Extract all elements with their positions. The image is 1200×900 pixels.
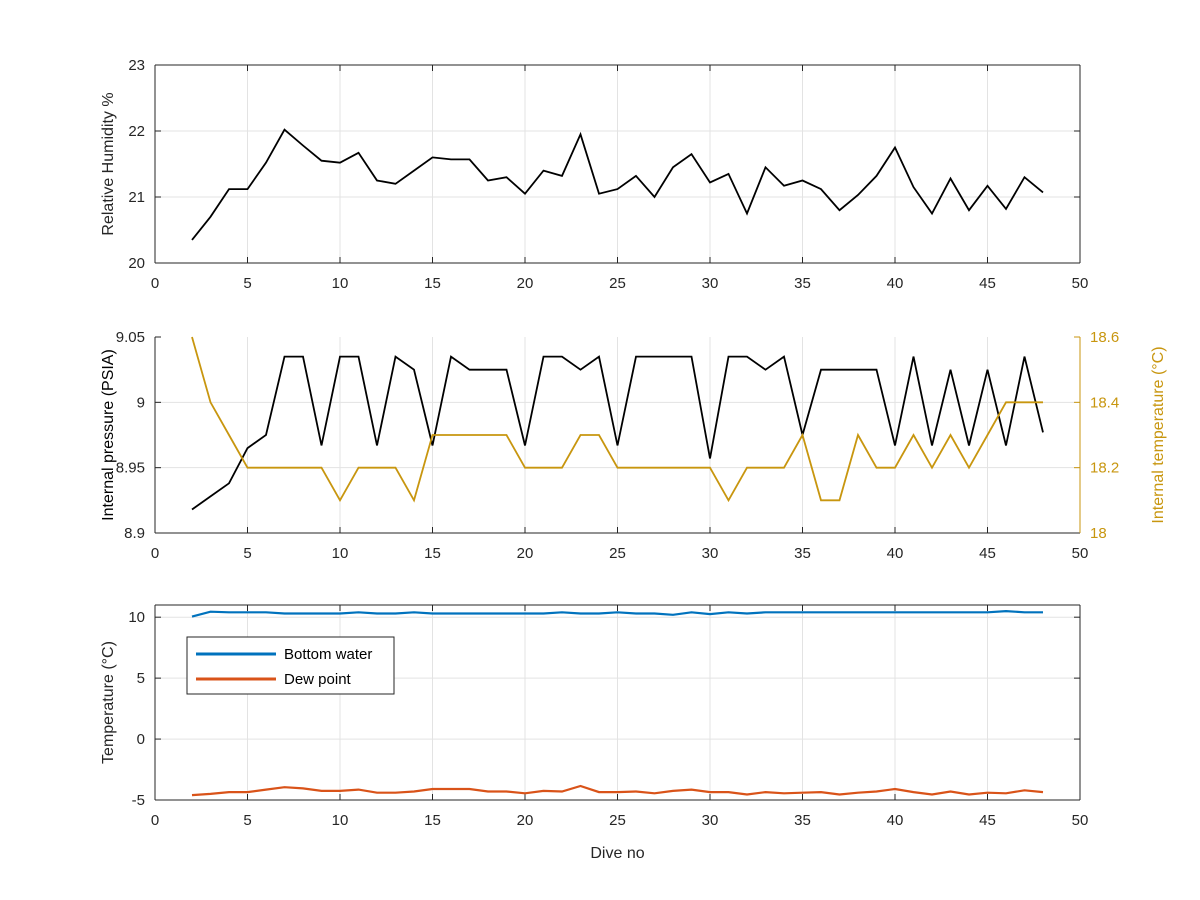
x-tick-label: 45	[979, 275, 996, 292]
y-right-tick-label: 18.4	[1090, 394, 1119, 411]
y-right-tick-label: 18.2	[1090, 460, 1119, 477]
y-right-axis-label: Internal temperature (°C)	[1150, 346, 1167, 523]
x-tick-label: 15	[424, 545, 441, 562]
x-tick-label: 10	[332, 545, 349, 562]
series-line-2	[191, 336, 1043, 503]
y-axis-label: Internal pressure (PSIA)	[100, 349, 117, 521]
x-tick-label: 50	[1072, 545, 1089, 562]
series-line-1	[191, 128, 1044, 241]
x-tick-label: 15	[424, 812, 441, 829]
x-tick-label: 0	[151, 812, 159, 829]
panel-1: 0 5 10 15 20 25 30 35 40 45 50 20 21 22 23 Relative Hum…	[100, 57, 1088, 292]
y-axis-label: Relative Humidity %	[100, 92, 117, 235]
y-right-tick-label: 18.6	[1090, 329, 1119, 346]
x-tick-label: 10	[332, 812, 349, 829]
x-tick-label: 0	[151, 275, 159, 292]
x-tick-label: 50	[1072, 275, 1089, 292]
x-tick-label: 35	[794, 275, 811, 292]
y-right-tick-label: 18	[1090, 525, 1107, 542]
x-tick-label: 35	[794, 545, 811, 562]
x-tick-label: 30	[702, 545, 719, 562]
x-tick-label: 15	[424, 275, 441, 292]
x-axis-label: Dive no	[590, 845, 644, 862]
x-tick-label: 25	[609, 812, 626, 829]
x-tick-label: 35	[794, 812, 811, 829]
x-tick-label: 30	[702, 275, 719, 292]
y-axis-label: Temperature (°C)	[100, 641, 117, 764]
y-tick-label: 8.95	[116, 460, 145, 477]
x-tick-label: 30	[702, 812, 719, 829]
x-tick-label: 40	[887, 812, 904, 829]
x-tick-label: 25	[609, 545, 626, 562]
series-line-1	[191, 355, 1044, 511]
legend-box	[186, 636, 395, 695]
panel-2: 0 5 10 15 20 25 30 35 40 45 50 8.9 8.95 9 9.05 18 18.2 18…	[100, 329, 1167, 562]
x-tick-label: 50	[1072, 812, 1089, 829]
x-tick-label: 20	[517, 275, 534, 292]
y-tick-label: 10	[128, 609, 145, 626]
y-tick-label: 20	[128, 255, 145, 272]
x-tick-label: 10	[332, 275, 349, 292]
x-tick-label: 25	[609, 275, 626, 292]
series-line-2	[191, 784, 1044, 797]
x-tick-label: 5	[243, 275, 251, 292]
panel-3: 0 5 10 15 20 25 30 35 40 45 50 -5 0 5 10 Temperature (°…	[100, 604, 1089, 862]
y-tick-label: -5	[132, 792, 145, 809]
legend: Bottom water Dew point	[186, 636, 395, 695]
x-tick-label: 5	[243, 812, 251, 829]
x-tick-label: 5	[243, 545, 251, 562]
x-tick-label: 40	[887, 275, 904, 292]
y-tick-label: 22	[128, 123, 145, 140]
y-tick-label: 9	[137, 394, 145, 411]
x-tick-label: 0	[151, 545, 159, 562]
x-tick-label: 40	[887, 545, 904, 562]
y-tick-label: 5	[137, 670, 145, 687]
series-line-1	[191, 609, 1043, 618]
y-tick-label: 23	[128, 57, 145, 74]
x-tick-label: 45	[979, 545, 996, 562]
legend-label-1: Bottom water	[284, 646, 372, 663]
x-tick-label: 20	[517, 545, 534, 562]
y-tick-label: 9.05	[116, 329, 145, 346]
x-tick-label: 20	[517, 812, 534, 829]
legend-label-2: Dew point	[284, 671, 352, 688]
y-tick-label: 21	[128, 189, 145, 206]
y-tick-label: 8.9	[124, 525, 145, 542]
y-tick-label: 0	[137, 731, 145, 748]
x-tick-label: 45	[979, 812, 996, 829]
